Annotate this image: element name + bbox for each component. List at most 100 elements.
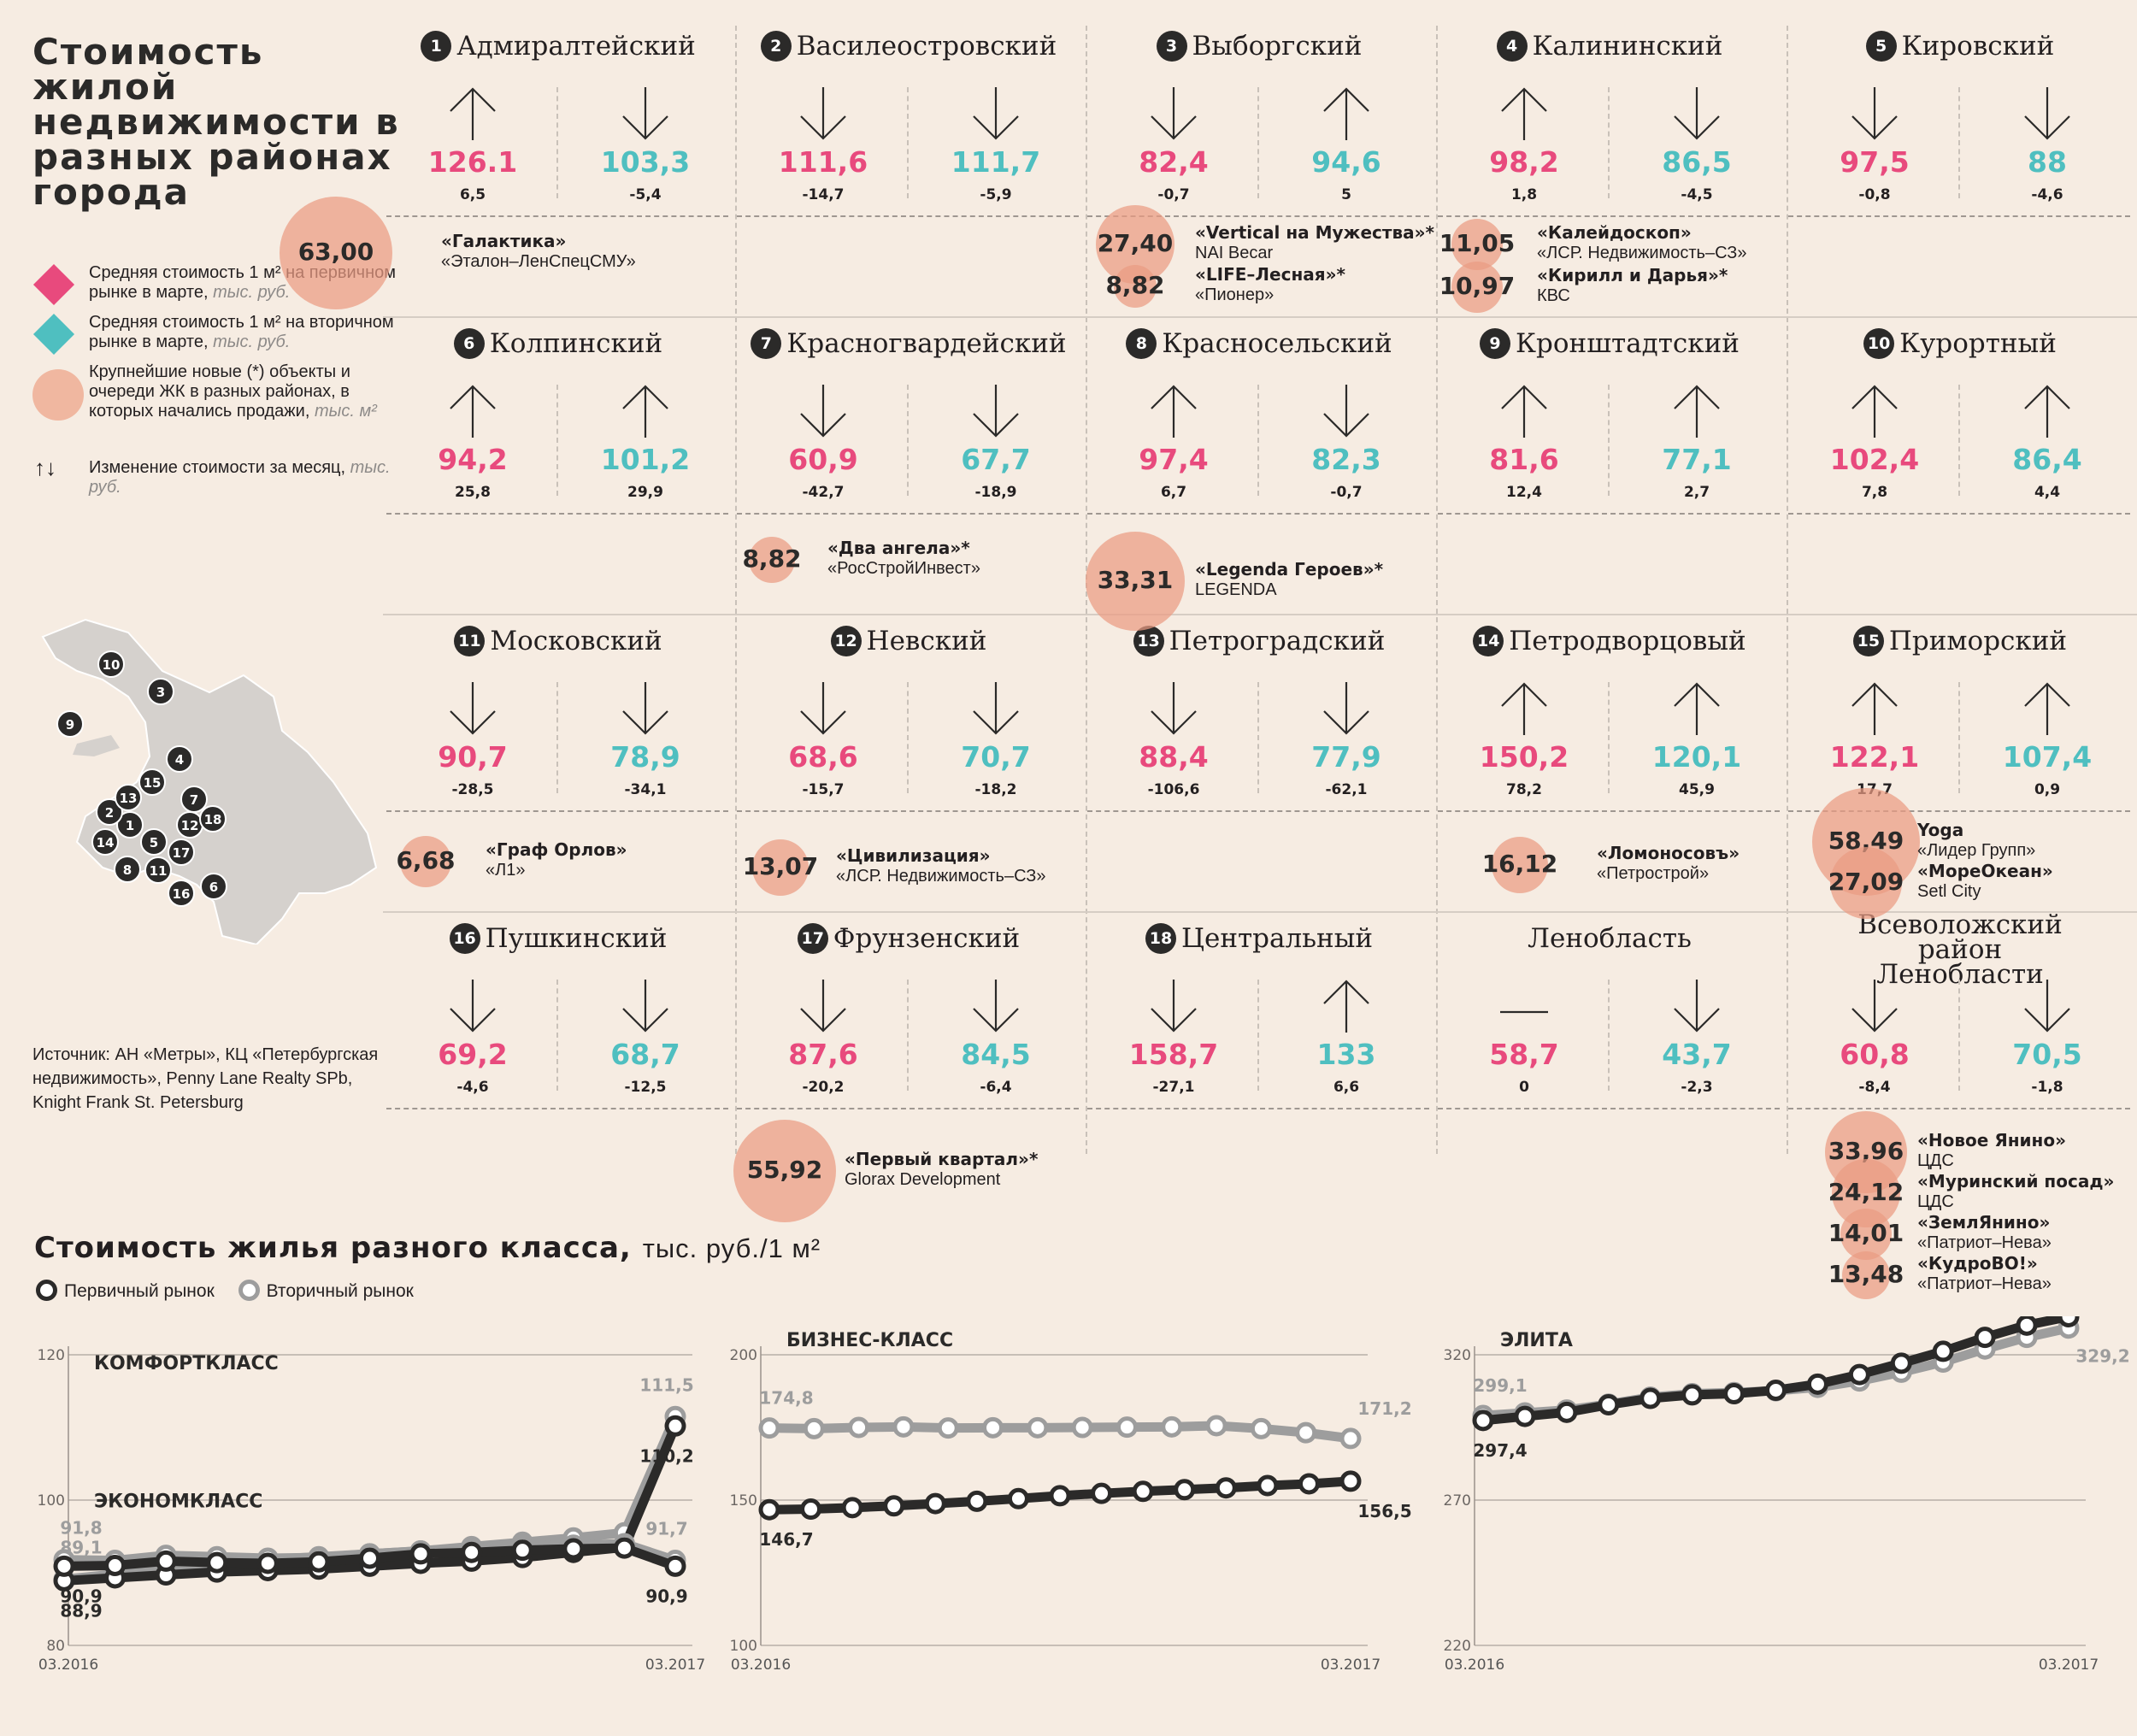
- map-badge: [144, 856, 172, 884]
- secondary-change: -4,6: [2031, 186, 2063, 203]
- legend-change: ↑↓ Изменение стоимости за месяц, тыс. ру…: [32, 456, 409, 497]
- arrow-down-icon: [450, 980, 496, 1033]
- arrow-down-icon: [1151, 980, 1197, 1033]
- arrow-down-icon: [622, 87, 668, 140]
- secondary-price: 86,4: [2012, 443, 2082, 476]
- cell-bottom-rule: [1438, 810, 1780, 812]
- map-label-4: 4: [166, 745, 193, 773]
- district-header: 12 Невский: [733, 626, 1084, 656]
- y-tick-label: 270: [1444, 1492, 1471, 1509]
- chart-group-title: ЭКОНОМКЛАСС: [94, 1492, 262, 1513]
- primary-price: 126.1: [427, 145, 518, 179]
- map-badge: [115, 784, 142, 811]
- secondary-change: 6,6: [1333, 1079, 1360, 1096]
- secondary-price: 77,1: [1662, 443, 1732, 476]
- cell-divider: [556, 980, 558, 1091]
- primary-change: -14,7: [802, 186, 845, 203]
- cell-divider: [907, 385, 909, 496]
- series-point: [1339, 1470, 1362, 1492]
- arrow-down-icon: [1851, 980, 1898, 1033]
- map-badge: [168, 839, 195, 866]
- page-title: Стоимость жилой недвижимости в разных ра…: [32, 31, 400, 213]
- series-point: [803, 1417, 825, 1439]
- primary-dot-icon: [36, 1280, 57, 1301]
- project-name: «Ломоносовъ»: [1597, 843, 1740, 863]
- charts-title-text: Стоимость жилья разного класса,: [34, 1231, 632, 1265]
- series-point: [1091, 1482, 1113, 1504]
- y-tick-label: 220: [1444, 1638, 1471, 1655]
- arrow-down-icon: [622, 980, 668, 1033]
- series-point: [1598, 1393, 1620, 1415]
- arrow-up-icon: [1323, 87, 1369, 140]
- project-developer: «Эталон–ЛенСпецСМУ»: [441, 252, 636, 271]
- legend-secondary-unit: тыс. руб.: [213, 332, 291, 351]
- map-badge: [199, 805, 227, 833]
- district-cell: 3 Выборгский 82,4 94,6 -0,7 5: [1084, 26, 1434, 323]
- secondary-change: -4,5: [1681, 186, 1713, 203]
- district-header: 3 Выборгский: [1084, 31, 1434, 62]
- map-label-9: 9: [56, 710, 84, 738]
- district-header: 17 Фрунзенский: [733, 923, 1084, 954]
- map-badge: [114, 856, 141, 883]
- arrow-down-icon: [1851, 87, 1898, 140]
- map-label-7: 7: [180, 786, 208, 813]
- series-point: [1723, 1383, 1746, 1405]
- map-label-14: 14: [91, 828, 119, 856]
- cell-divider: [556, 385, 558, 496]
- cell-bottom-rule: [1438, 513, 1780, 515]
- arrow-down-icon: [800, 980, 846, 1033]
- project-developer: «Патриот–Нева»: [1917, 1233, 2052, 1252]
- cell-bottom-rule: [386, 1108, 728, 1109]
- data-label: 146,7: [759, 1529, 813, 1550]
- series-point: [2016, 1316, 2038, 1336]
- arrow-down-icon: [800, 682, 846, 735]
- primary-change: -28,5: [451, 781, 494, 798]
- arrow-up-icon: [2024, 682, 2070, 735]
- district-number-badge: 5: [1865, 31, 1897, 62]
- district-header: 6 Колпинский: [383, 328, 733, 359]
- district-number-badge: 2: [760, 31, 792, 62]
- district-cell: 8 Красносельский 97,4 82,3 6,7 -0,7: [1084, 323, 1434, 621]
- data-label: 297,4: [1473, 1440, 1527, 1461]
- secondary-price: 82,3: [1311, 443, 1381, 476]
- project-area-value: 8,82: [742, 544, 802, 573]
- district-name: Невский: [866, 626, 987, 656]
- district-header: 13 Петроградский: [1084, 626, 1434, 656]
- secondary-price: 77,9: [1311, 740, 1381, 774]
- primary-change: 6,5: [459, 186, 486, 203]
- project-name: «Кирилл и Дарья»*: [1537, 265, 1728, 285]
- district-cell: 4 Калининский 98,2 86,5 1,8 -4,5: [1434, 26, 1785, 323]
- series-point: [848, 1416, 870, 1439]
- series-point: [1765, 1379, 1787, 1401]
- arrow-up-icon: [1501, 87, 1547, 140]
- x-start-label: 03.2016: [731, 1657, 791, 1674]
- arrow-down-icon: [1674, 980, 1720, 1033]
- pink-diamond-icon: [32, 263, 75, 306]
- data-label: 329,2: [2075, 1346, 2129, 1367]
- map-label-text: 16: [173, 886, 191, 902]
- data-label: 90,9: [60, 1586, 102, 1606]
- series-point: [1848, 1363, 1870, 1386]
- secondary-price: 70,5: [2012, 1038, 2082, 1071]
- cell-divider: [1257, 385, 1259, 496]
- arrow-down-icon: [973, 980, 1019, 1033]
- district-cell: Ленобласть 58,7 43,7 0 -2,3: [1434, 918, 1785, 1215]
- district-name: Центральный: [1180, 923, 1374, 954]
- district-name: Адмиралтейский: [456, 31, 696, 62]
- arrow-up-icon: [450, 87, 496, 140]
- district-cell: 9 Кронштадтский 81,6 77,1 12,4 2,7: [1434, 323, 1785, 621]
- district-name: Кировский: [1901, 31, 2055, 62]
- district-name: Красногвардейский: [786, 328, 1067, 359]
- cell-bottom-rule: [1087, 215, 1429, 217]
- map-label-text: 15: [144, 775, 162, 791]
- cell-divider: [907, 87, 909, 198]
- project-bubble: [1086, 532, 1185, 631]
- cell-bottom-rule: [737, 810, 1079, 812]
- secondary-change: -5,4: [629, 186, 662, 203]
- cell-divider: [1958, 385, 1960, 496]
- project-name: «Калейдоскоп»: [1537, 222, 1692, 243]
- district-cell: 14 Петродворцовый 150,2 120,1 78,2 45,9: [1434, 621, 1785, 918]
- secondary-price: 68,7: [610, 1038, 680, 1071]
- data-label: 91,7: [645, 1519, 687, 1539]
